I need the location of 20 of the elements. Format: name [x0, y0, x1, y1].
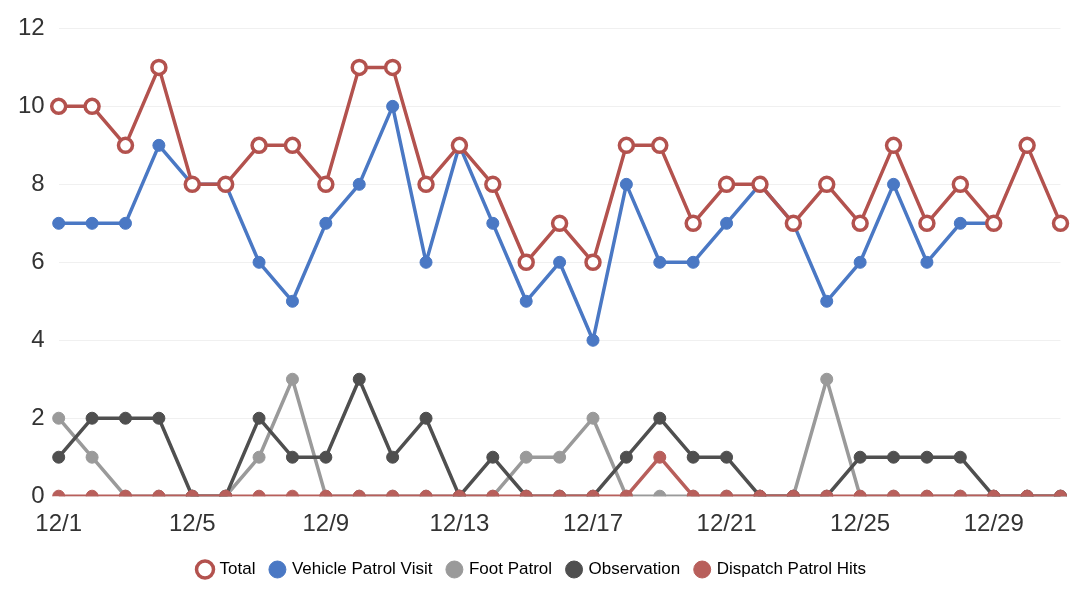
x-tick-label: 12/29	[963, 509, 1024, 537]
y-tick-label: 12	[17, 13, 45, 41]
x-tick-label: 12/17	[562, 509, 624, 537]
x-tick-label: 12/25	[830, 509, 891, 537]
y-tick-label: 4	[31, 324, 45, 352]
y-tick-label: 6	[31, 246, 45, 274]
y-tick-label: 0	[31, 480, 45, 508]
legend-label: Foot Patrol	[468, 559, 553, 579]
x-tick-label: 12/21	[696, 509, 757, 537]
x-tick-label: 12/9	[302, 509, 350, 537]
x-tick-label: 12/13	[429, 509, 490, 537]
legend-label: Dispatch Patrol Hits	[716, 559, 866, 579]
legend-label: Vehicle Patrol Visit	[291, 559, 433, 579]
x-tick-label: 12/1	[35, 509, 83, 537]
y-tick-label: 8	[31, 168, 45, 196]
y-tick-label: 2	[31, 402, 45, 430]
x-tick-label: 12/5	[168, 509, 216, 537]
y-tick-label: 10	[17, 90, 45, 118]
legend-label: Observation	[588, 559, 681, 579]
legend-label: Total	[219, 559, 256, 579]
